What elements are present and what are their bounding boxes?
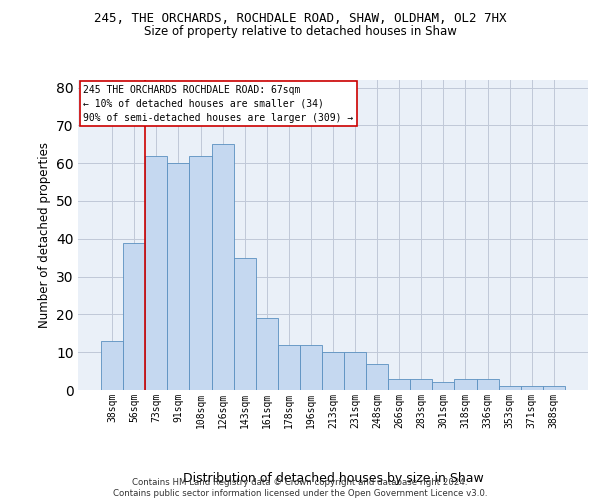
Bar: [410, 378, 433, 390]
Bar: [233, 258, 256, 390]
Bar: [167, 163, 190, 390]
X-axis label: Distribution of detached houses by size in Shaw: Distribution of detached houses by size …: [182, 472, 484, 486]
Bar: [212, 144, 233, 390]
Bar: [344, 352, 366, 390]
Text: 245 THE ORCHARDS ROCHDALE ROAD: 67sqm
← 10% of detached houses are smaller (34)
: 245 THE ORCHARDS ROCHDALE ROAD: 67sqm ← …: [83, 84, 353, 122]
Bar: [433, 382, 454, 390]
Bar: [322, 352, 344, 390]
Text: Size of property relative to detached houses in Shaw: Size of property relative to detached ho…: [143, 25, 457, 38]
Bar: [388, 378, 410, 390]
Bar: [454, 378, 476, 390]
Bar: [366, 364, 388, 390]
Bar: [499, 386, 521, 390]
Bar: [543, 386, 565, 390]
Bar: [521, 386, 543, 390]
Bar: [278, 344, 300, 390]
Bar: [123, 242, 145, 390]
Bar: [101, 341, 123, 390]
Bar: [300, 344, 322, 390]
Text: Contains HM Land Registry data © Crown copyright and database right 2024.
Contai: Contains HM Land Registry data © Crown c…: [113, 478, 487, 498]
Bar: [145, 156, 167, 390]
Bar: [476, 378, 499, 390]
Text: 245, THE ORCHARDS, ROCHDALE ROAD, SHAW, OLDHAM, OL2 7HX: 245, THE ORCHARDS, ROCHDALE ROAD, SHAW, …: [94, 12, 506, 26]
Bar: [256, 318, 278, 390]
Bar: [190, 156, 212, 390]
Y-axis label: Number of detached properties: Number of detached properties: [38, 142, 50, 328]
